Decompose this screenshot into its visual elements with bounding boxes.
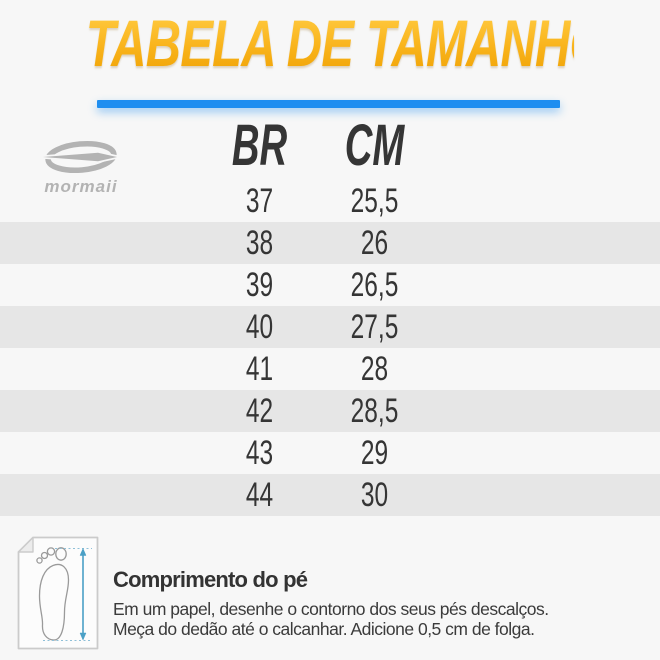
measurement-instructions: Comprimento do pé Em um papel, desenhe o… — [113, 567, 633, 639]
br-value: 43 — [245, 434, 274, 472]
mormaii-swoosh-logo-icon — [41, 140, 119, 174]
cm-value: 25,5 — [350, 182, 399, 220]
column-header-br: BR — [231, 113, 288, 178]
table-row-44: 44 30 — [0, 474, 660, 516]
table-row-42: 42 28,5 — [0, 390, 660, 432]
table-row-38: 38 26 — [0, 222, 660, 264]
mormaii-wordmark: mormaii — [44, 177, 118, 196]
table-row-37: 37 25,5 — [0, 180, 660, 222]
table-row-41: 41 28 — [0, 348, 660, 390]
instructions-heading: Comprimento do pé — [113, 567, 308, 592]
cm-value: 30 — [360, 476, 389, 514]
size-table-header: BR CM — [0, 114, 660, 180]
br-value: 40 — [245, 308, 274, 346]
br-value: 39 — [245, 266, 274, 304]
size-table-body: 37 25,5 38 26 39 26,5 40 27,5 41 28 42 2… — [0, 180, 660, 516]
table-row-39: 39 26,5 — [0, 264, 660, 306]
br-value: 38 — [245, 224, 274, 262]
cm-value: 28 — [360, 350, 389, 388]
table-row-43: 43 29 — [0, 432, 660, 474]
br-value: 42 — [245, 392, 274, 430]
cm-value: 27,5 — [350, 308, 399, 346]
mormaii-logo: mormaii — [36, 139, 126, 196]
instructions-line-1: Em um papel, desenhe o contorno dos seus… — [113, 599, 549, 619]
table-row-40: 40 27,5 — [0, 306, 660, 348]
cm-value: 26,5 — [350, 266, 399, 304]
column-header-cm: CM — [344, 113, 405, 178]
page-title: TABELA DE TAMANHOS — [85, 6, 640, 80]
instructions-line-2: Meça do dedão até o calcanhar. Adicione … — [113, 619, 535, 639]
title-underline-divider — [97, 100, 560, 108]
br-value: 37 — [245, 182, 274, 220]
size-table: BR CM 37 25,5 38 26 39 26,5 40 27,5 41 2… — [0, 114, 660, 516]
cm-value: 29 — [360, 434, 389, 472]
br-value: 44 — [245, 476, 274, 514]
cm-value: 26 — [360, 224, 389, 262]
foot-measurement-icon — [17, 536, 99, 650]
cm-value: 28,5 — [350, 392, 399, 430]
br-value: 41 — [245, 350, 274, 388]
